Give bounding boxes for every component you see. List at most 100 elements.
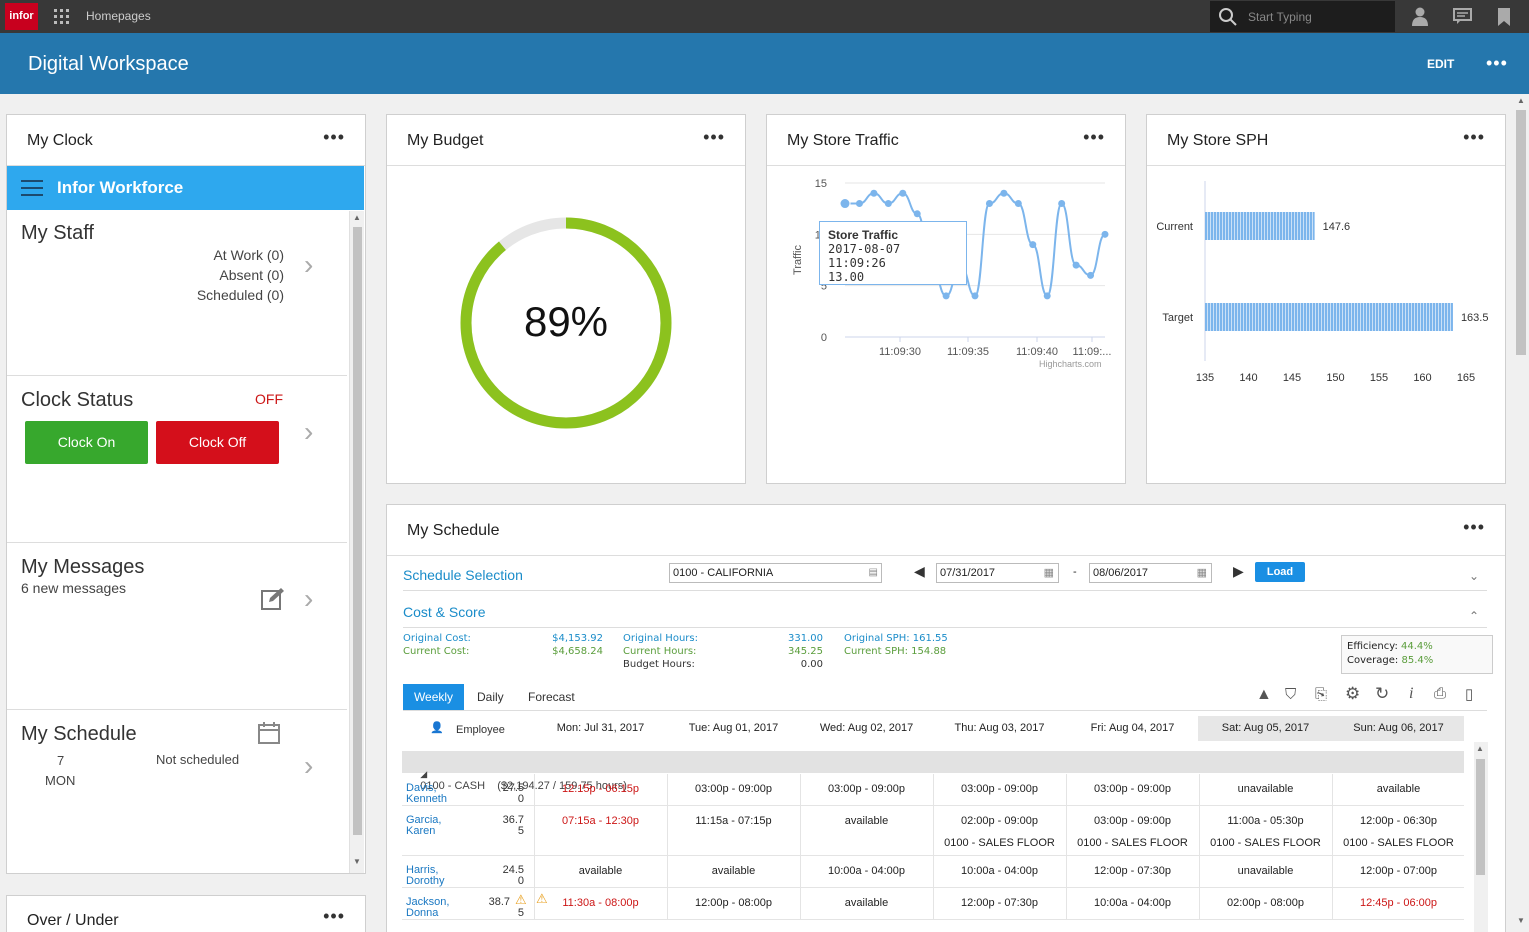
chevron-down-icon[interactable]: ⌄ xyxy=(1469,569,1480,583)
table-row[interactable]: Jackson, Donna 38.7 5 ⚠ ⚠ 11:30a - 08:00p 12:00… xyxy=(402,888,1464,920)
lookup-icon[interactable]: ▤ xyxy=(868,567,878,578)
more-icon[interactable]: ••• xyxy=(323,906,345,926)
employee-last-name[interactable]: Karen xyxy=(406,825,436,837)
clock-off-button[interactable]: Clock Off xyxy=(156,421,279,464)
scroll-up-icon[interactable]: ▲ xyxy=(353,213,361,222)
chart-credits[interactable]: Highcharts.com xyxy=(1039,359,1102,369)
warning-icon[interactable]: ⚠ xyxy=(515,892,527,907)
shift-cell[interactable]: 11:00a - 05:30p xyxy=(1227,815,1304,827)
shift-cell[interactable]: 02:00p - 08:00p xyxy=(1226,897,1305,909)
chevron-right-icon[interactable]: › xyxy=(304,583,314,614)
load-button[interactable]: Load xyxy=(1255,562,1305,582)
warning-icon[interactable]: ▲ xyxy=(1256,686,1272,703)
employee-header[interactable]: Employee xyxy=(456,724,505,736)
refresh-icon[interactable]: ↻ xyxy=(1375,684,1390,703)
infor-logo[interactable]: infor xyxy=(5,3,38,30)
shift-cell[interactable]: 10:00a - 04:00p xyxy=(1093,897,1172,909)
more-icon[interactable]: ••• xyxy=(323,127,345,147)
tab-forecast[interactable]: Forecast xyxy=(528,690,575,704)
employee-last-name[interactable]: Donna xyxy=(406,907,439,919)
tab-daily[interactable]: Daily xyxy=(477,690,504,704)
more-icon[interactable]: ••• xyxy=(703,127,725,147)
clock-on-button[interactable]: Clock On xyxy=(25,421,148,464)
calendar-icon[interactable]: ▦ xyxy=(1043,567,1054,579)
location-select[interactable]: 0100 - CALIFORNIA ▤ xyxy=(669,563,882,583)
shift-cell[interactable]: 12:00p - 08:00p xyxy=(694,897,773,909)
date-from-field[interactable]: 07/31/2017 ▦ xyxy=(936,563,1059,583)
shift-cell[interactable]: 12:00p - 06:30p xyxy=(1359,815,1438,827)
chevron-right-icon[interactable]: › xyxy=(304,416,314,447)
employee-first-name[interactable]: Harris, xyxy=(406,864,439,876)
table-row[interactable]: Garcia, Karen 36.7 5 07:15a - 12:30p 11:15a -… xyxy=(402,806,1464,856)
scroll-up-icon[interactable]: ▲ xyxy=(1517,96,1525,105)
shift-cell[interactable]: 12:00p - 07:30p xyxy=(1093,865,1172,877)
scrollbar-thumb[interactable] xyxy=(1476,759,1485,875)
shift-cell[interactable]: available xyxy=(711,865,756,877)
chevron-up-icon[interactable]: ⌃ xyxy=(1469,609,1480,623)
user-icon[interactable] xyxy=(1411,7,1429,26)
search-input[interactable]: Start Typing xyxy=(1210,1,1395,32)
scroll-down-icon[interactable]: ▼ xyxy=(1517,916,1525,925)
day-header[interactable]: Sun: Aug 06, 2017 xyxy=(1353,722,1444,734)
shift-cell[interactable]: 03:00p - 09:00p xyxy=(827,783,906,795)
shift-cell[interactable]: 11:15a - 07:15p xyxy=(695,815,772,827)
day-header[interactable]: Thu: Aug 03, 2017 xyxy=(954,722,1045,734)
shift-cell[interactable]: unavailable xyxy=(1237,865,1294,877)
filter-icon[interactable]: ⛉ xyxy=(1285,686,1297,703)
info-icon[interactable]: i xyxy=(1409,685,1414,702)
employee-last-name[interactable]: Dorothy xyxy=(406,875,445,887)
shift-cell[interactable]: unavailable xyxy=(1237,783,1294,795)
scrollbar-thumb[interactable] xyxy=(353,227,362,835)
more-icon[interactable]: ••• xyxy=(1463,517,1485,537)
shift-cell[interactable]: 12:45p - 06:00p xyxy=(1359,897,1438,909)
group-row[interactable]: ◢ 0100 - CASH ($2,194.27 / 159.75 hours) xyxy=(402,751,1464,792)
employee-last-name[interactable]: Kenneth xyxy=(406,793,447,805)
scrollbar[interactable]: ▲ xyxy=(1474,742,1488,932)
tab-weekly[interactable]: Weekly xyxy=(403,684,464,710)
schedule-selection-label[interactable]: Schedule Selection xyxy=(403,567,523,583)
day-header[interactable]: Fri: Aug 04, 2017 xyxy=(1090,722,1175,734)
cost-score-label[interactable]: Cost & Score xyxy=(403,604,486,620)
shift-cell[interactable]: 03:00p - 09:00p xyxy=(1093,783,1172,795)
table-row[interactable]: Davis, Kenneth 27.5 0 12:15p - 06:15p 03:00p … xyxy=(402,774,1464,806)
chevron-right-icon[interactable]: › xyxy=(304,750,314,781)
shift-cell[interactable]: available xyxy=(578,865,623,877)
shift-cell[interactable]: 12:00p - 07:30p xyxy=(960,897,1039,909)
day-header[interactable]: Wed: Aug 02, 2017 xyxy=(819,722,914,734)
shift-cell[interactable]: 10:00a - 04:00p xyxy=(960,865,1039,877)
shift-cell[interactable]: 02:00p - 09:00p xyxy=(960,815,1039,827)
calendar-icon[interactable] xyxy=(258,722,280,744)
prev-week-icon[interactable]: ◀ xyxy=(914,563,925,579)
scrollbar-thumb[interactable] xyxy=(1516,110,1526,355)
more-icon[interactable]: ••• xyxy=(1463,127,1485,147)
compose-icon[interactable] xyxy=(261,587,285,611)
calendar-icon[interactable]: ▦ xyxy=(1196,567,1207,579)
apps-grid-icon[interactable] xyxy=(54,9,69,24)
shift-cell[interactable]: available xyxy=(844,897,889,909)
day-header[interactable]: Mon: Jul 31, 2017 xyxy=(556,722,645,734)
employee-first-name[interactable]: Davis, xyxy=(406,782,437,794)
page-scrollbar[interactable]: ▲ ▼ xyxy=(1513,94,1529,932)
shift-cell[interactable]: available xyxy=(1376,783,1421,795)
employee-first-name[interactable]: Garcia, xyxy=(406,814,442,826)
day-header[interactable]: Sat: Aug 05, 2017 xyxy=(1221,722,1310,734)
table-row[interactable]: Harris, Dorothy 24.5 0 available available 10:… xyxy=(402,856,1464,888)
employee-first-name[interactable]: Jackson, xyxy=(406,896,450,908)
shift-cell[interactable]: 03:00p - 09:00p xyxy=(960,783,1039,795)
shift-cell[interactable]: 03:00p - 09:00p xyxy=(694,783,773,795)
chevron-right-icon[interactable]: › xyxy=(304,249,314,280)
scrollbar[interactable]: ▲ ▼ xyxy=(349,211,364,873)
more-icon[interactable]: ••• xyxy=(1083,127,1105,147)
warning-icon[interactable]: ⚠ xyxy=(536,891,548,906)
shift-cell[interactable]: 10:00a - 04:00p xyxy=(827,865,906,877)
document-icon[interactable]: ▯ xyxy=(1465,686,1474,703)
next-week-icon[interactable]: ▶ xyxy=(1233,563,1244,579)
print-icon[interactable]: ⎙ xyxy=(1434,685,1447,702)
export-icon[interactable]: ⎘ xyxy=(1315,686,1328,703)
menu-icon[interactable] xyxy=(21,180,43,196)
shift-cell[interactable]: 12:00p - 07:00p xyxy=(1359,865,1438,877)
date-to-field[interactable]: 08/06/2017 ▦ xyxy=(1089,563,1212,583)
settings-icon[interactable]: ⚙ xyxy=(1345,684,1361,703)
collapse-icon[interactable]: ◢ xyxy=(420,769,428,779)
header-more-icon[interactable]: ••• xyxy=(1486,53,1508,73)
